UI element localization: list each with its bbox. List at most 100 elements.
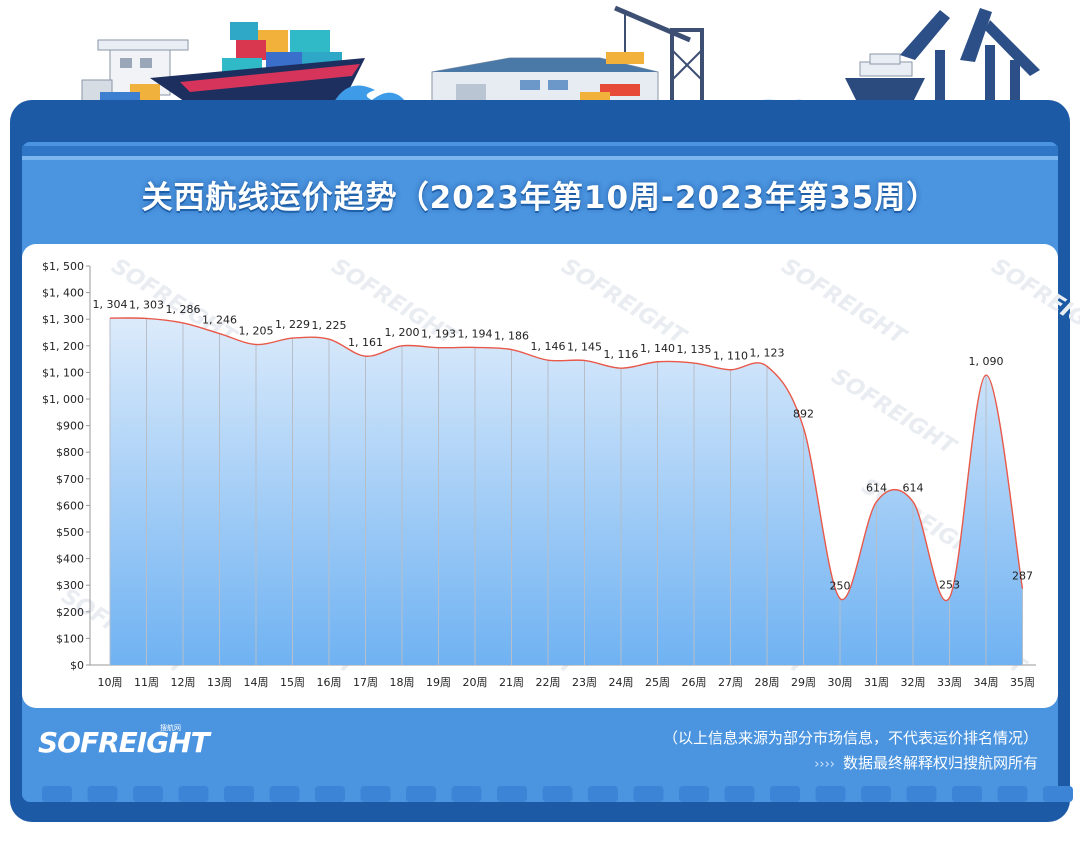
- page-title: 关西航线运价趋势（2023年第10周-2023年第35周）: [141, 180, 939, 216]
- data-label: 1, 225: [312, 319, 347, 332]
- data-label: 892: [793, 408, 814, 421]
- frame-tab: [360, 786, 391, 802]
- frame-tab: [679, 786, 709, 802]
- x-tick-label: 17周: [353, 676, 378, 689]
- x-tick-label: 27周: [718, 676, 743, 689]
- bottom-tabs: [42, 786, 1073, 802]
- y-tick-label: $600: [56, 499, 84, 512]
- frame-tab: [497, 786, 527, 802]
- x-tick-label: 14周: [244, 676, 269, 689]
- frame-tab: [861, 786, 891, 802]
- x-tick-label: 18周: [390, 676, 415, 689]
- y-tick-label: $800: [56, 446, 84, 459]
- data-label: 614: [866, 482, 887, 495]
- y-tick-label: $200: [56, 606, 84, 619]
- frame-tab: [588, 786, 618, 802]
- frame-tab: [315, 786, 345, 802]
- x-tick-label: 12周: [171, 676, 196, 689]
- data-label: 1, 145: [567, 340, 602, 353]
- x-tick-label: 35周: [1010, 676, 1035, 689]
- footer-note: （以上信息来源为部分市场信息，不代表运价排名情况）: [662, 729, 1038, 747]
- x-tick-label: 13周: [207, 676, 232, 689]
- frame-tab: [269, 786, 300, 802]
- x-tick-label: 32周: [901, 676, 926, 689]
- x-tick-label: 34周: [974, 676, 999, 689]
- data-label: 1, 193: [421, 328, 456, 341]
- x-tick-label: 30周: [828, 676, 853, 689]
- y-tick-label: $700: [56, 473, 84, 486]
- gantry-crane-illustration: [900, 8, 1040, 110]
- frame-tab: [952, 786, 982, 802]
- frame-tab: [906, 786, 937, 802]
- data-label: 253: [939, 579, 960, 592]
- y-tick-label: $400: [56, 553, 84, 566]
- data-label: 1, 146: [531, 340, 566, 353]
- sofreight-logo: SOFREIGHT: [38, 726, 210, 759]
- data-label: 1, 186: [494, 330, 529, 343]
- x-tick-label: 21周: [499, 676, 524, 689]
- y-tick-label: $1, 400: [42, 287, 84, 300]
- y-tick-label: $1, 200: [42, 340, 84, 353]
- x-tick-label: 25周: [645, 676, 670, 689]
- data-label: 1, 200: [385, 326, 420, 339]
- frame-tab: [224, 786, 254, 802]
- y-tick-label: $0: [70, 659, 84, 672]
- x-tick-label: 10周: [98, 676, 123, 689]
- data-label: 1, 140: [640, 342, 675, 355]
- data-label: 1, 161: [348, 336, 383, 349]
- x-tick-label: 31周: [864, 676, 889, 689]
- frame-tab: [997, 786, 1028, 802]
- data-label: 1, 303: [129, 298, 164, 311]
- x-tick-label: 22周: [536, 676, 561, 689]
- frame-tab: [406, 786, 436, 802]
- frame-tab: [133, 786, 163, 802]
- frame-tab: [724, 786, 755, 802]
- x-tick-label: 28周: [755, 676, 780, 689]
- x-tick-label: 33周: [937, 676, 962, 689]
- y-tick-label: $1, 000: [42, 393, 84, 406]
- frame-tab: [633, 786, 664, 802]
- series-line: [109, 317, 1024, 602]
- data-label: 614: [903, 482, 924, 495]
- y-tick-label: $300: [56, 579, 84, 592]
- frame-tab: [87, 786, 118, 802]
- y-tick-label: $1, 500: [42, 260, 84, 273]
- y-tick-label: $100: [56, 632, 84, 645]
- footer-copyright-line: ›››› 数据最终解释权归搜航网所有: [814, 752, 1038, 773]
- frame-tab: [451, 786, 482, 802]
- x-tick-label: 20周: [463, 676, 488, 689]
- data-label: 1, 304: [93, 298, 128, 311]
- x-tick-label: 23周: [572, 676, 597, 689]
- data-label: 1, 123: [750, 346, 785, 359]
- data-label: 1, 116: [604, 348, 639, 361]
- data-label: 1, 205: [239, 324, 274, 337]
- frame-tab: [1043, 786, 1073, 802]
- arrow-icon: ››››: [814, 757, 835, 772]
- data-label: 250: [830, 580, 851, 593]
- x-tick-label: 11周: [134, 676, 159, 689]
- y-tick-label: $500: [56, 526, 84, 539]
- x-tick-label: 29周: [791, 676, 816, 689]
- data-label: 287: [1012, 570, 1033, 583]
- data-label: 1, 286: [166, 303, 201, 316]
- data-label: 1, 246: [202, 314, 237, 327]
- frame-tab: [42, 786, 72, 802]
- chart-plot: $0 $100 $200 $300 $400 $500 $600 $700 $800 $900 $1…: [42, 260, 1036, 689]
- data-label: 1, 135: [677, 343, 712, 356]
- x-tick-label: 16周: [317, 676, 342, 689]
- y-tick-label: $1, 300: [42, 313, 84, 326]
- warehouse-illustration: [431, 57, 659, 105]
- data-label: 1, 194: [458, 327, 493, 340]
- y-tick-label: $1, 100: [42, 366, 84, 379]
- container-ship-illustration: [150, 22, 365, 112]
- data-label: 1, 110: [713, 350, 748, 363]
- logo-subtitle: 搜航网: [160, 724, 181, 732]
- frame-tab: [770, 786, 800, 802]
- x-tick-label: 26周: [682, 676, 707, 689]
- x-tick-label: 24周: [609, 676, 634, 689]
- frame-tab: [178, 786, 209, 802]
- data-label: 1, 229: [275, 318, 310, 331]
- frame-tab: [815, 786, 846, 802]
- footer-copyright: 数据最终解释权归搜航网所有: [842, 754, 1038, 772]
